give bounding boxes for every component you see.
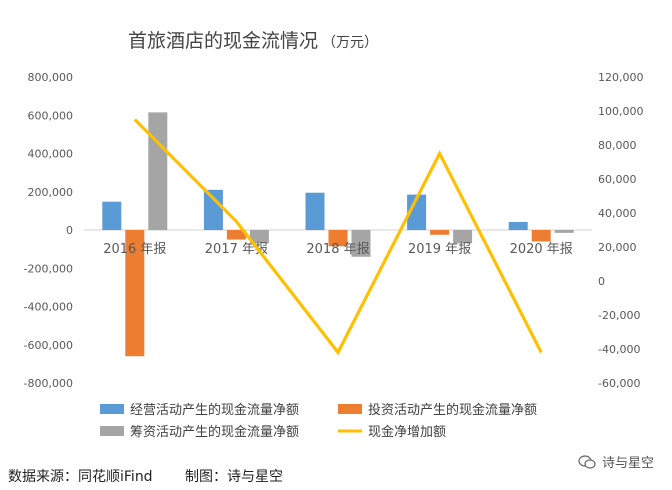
bar bbox=[203, 189, 223, 230]
bar bbox=[531, 230, 551, 242]
right-axis-tick-label: 0 bbox=[598, 275, 605, 288]
bar bbox=[554, 230, 574, 233]
right-axis-tick-label: -60,000 bbox=[598, 377, 640, 390]
series-line bbox=[133, 118, 543, 356]
bar bbox=[430, 230, 450, 235]
bar bbox=[125, 230, 145, 357]
watermark-text: 诗与星空 bbox=[601, 456, 654, 471]
bar bbox=[328, 230, 348, 247]
right-axis-tick-label: 80,000 bbox=[598, 139, 637, 152]
legend-swatch bbox=[100, 404, 124, 414]
left-axis-tick-label: -400,000 bbox=[24, 301, 73, 314]
left-axis-tick-label: -200,000 bbox=[24, 262, 73, 275]
footer: 数据来源：同花顺iFind 制图：诗与星空 bbox=[8, 466, 311, 486]
left-axis-tick-label: -600,000 bbox=[24, 339, 73, 352]
right-axis-tick-label: 100,000 bbox=[598, 105, 644, 118]
chart-unit: （万元） bbox=[322, 35, 378, 51]
legend-swatch bbox=[338, 404, 362, 414]
wechat-icon bbox=[578, 454, 596, 469]
legend-label: 现金净增加额 bbox=[368, 424, 446, 440]
bar bbox=[305, 192, 325, 230]
legend-label: 投资活动产生的现金流量净额 bbox=[368, 402, 537, 418]
right-axis-tick-label: 120,000 bbox=[598, 71, 644, 84]
legend-swatch bbox=[100, 426, 124, 436]
left-axis-tick-label: 600,000 bbox=[28, 109, 74, 122]
right-axis-tick-label: 60,000 bbox=[598, 173, 637, 186]
bar bbox=[148, 112, 168, 230]
left-axis-tick-label: -800,000 bbox=[24, 377, 73, 390]
chart-title: 首旅酒店的现金流情况 bbox=[128, 30, 318, 52]
data-source: 数据来源：同花顺iFind bbox=[8, 469, 153, 485]
right-axis-tick-label: 20,000 bbox=[598, 241, 637, 254]
legend-label: 筹资活动产生的现金流量净额 bbox=[130, 424, 299, 440]
right-axis-tick-label: -20,000 bbox=[598, 309, 640, 322]
line-series bbox=[133, 118, 543, 356]
bar bbox=[102, 201, 122, 230]
bar bbox=[226, 230, 246, 240]
right-axis: 120,000 100,000 80,000 60,000 40,000 20,000 0 -… bbox=[598, 71, 644, 390]
left-axis: 800,000 600,000 400,000 200,000 0 -200,000 -40… bbox=[24, 71, 73, 390]
right-axis-tick-label: -40,000 bbox=[598, 343, 640, 356]
left-axis-tick-label: 0 bbox=[66, 224, 73, 237]
legend-label: 经营活动产生的现金流量净额 bbox=[130, 402, 299, 418]
left-axis-tick-label: 200,000 bbox=[28, 186, 74, 199]
right-axis-tick-label: 40,000 bbox=[598, 207, 637, 220]
left-axis-tick-label: 800,000 bbox=[28, 71, 74, 84]
watermark: 诗与星空 bbox=[578, 452, 654, 471]
cash-flow-chart: 首旅酒店的现金流情况 （万元） 800,000 600,000 400,000 200… bbox=[24, 30, 644, 440]
bar-series bbox=[102, 112, 574, 357]
category-label: 2016 年报 bbox=[103, 242, 166, 257]
category-labels: 2016 年报 2017 年报 2018 年报 2019 年报 2020 年报 bbox=[103, 242, 573, 257]
bar bbox=[249, 230, 269, 244]
category-label: 2020 年报 bbox=[510, 242, 573, 257]
category-label: 2018 年报 bbox=[306, 242, 369, 257]
bar bbox=[407, 194, 427, 230]
bar bbox=[508, 221, 528, 230]
chart-author: 制图：诗与星空 bbox=[185, 469, 284, 485]
category-label: 2019 年报 bbox=[408, 242, 471, 257]
bar bbox=[351, 230, 371, 257]
bar bbox=[453, 230, 473, 244]
category-label: 2017 年报 bbox=[205, 242, 268, 257]
left-axis-tick-label: 400,000 bbox=[28, 148, 74, 161]
